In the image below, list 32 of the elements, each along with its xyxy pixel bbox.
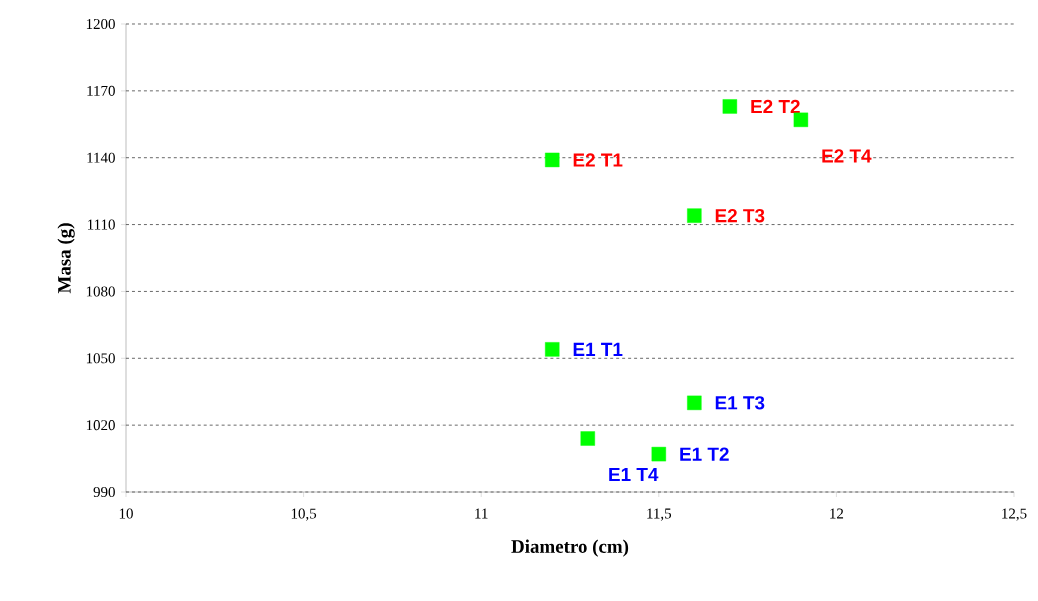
point [722, 99, 738, 114]
y-tick-label: 1050 [86, 353, 115, 364]
y-tick-label: 1140 [87, 152, 115, 163]
point [687, 208, 702, 223]
x-tick-label: 12,5 [1002, 508, 1027, 521]
x-tick-label: 11 [475, 508, 488, 519]
data-label: E2 T4 [822, 149, 872, 163]
data-label: E1 T3 [715, 396, 765, 410]
point [580, 431, 595, 446]
data-label: E2 T2 [751, 99, 800, 114]
y-tick-label: 1170 [87, 85, 115, 96]
data-label: E1 T4 [609, 468, 659, 482]
y-axis-title: Masa (g) [57, 223, 75, 294]
x-tick-label: 10,5 [291, 508, 317, 521]
point [793, 112, 809, 128]
y-tick-label: 990 [93, 486, 115, 498]
x-axis-title: Diametro (cm) [511, 539, 629, 557]
data-label: E1 T2 [680, 447, 729, 461]
y-tick-label: 1080 [86, 286, 115, 297]
point [651, 446, 666, 462]
x-tick-label: 12 [830, 508, 844, 519]
y-tick-label: 1020 [86, 420, 115, 431]
data-label: E1 T1 [573, 342, 623, 356]
data-label: E2 T1 [573, 153, 623, 167]
data-label: E2 T3 [715, 208, 765, 223]
point [545, 342, 560, 357]
point [545, 152, 560, 168]
y-tick-label: 1200 [86, 18, 115, 30]
y-tick-label: 1110 [88, 219, 115, 230]
x-tick-label: 10 [119, 508, 133, 519]
point [687, 395, 702, 411]
x-tick-label: 11,5 [647, 508, 672, 521]
